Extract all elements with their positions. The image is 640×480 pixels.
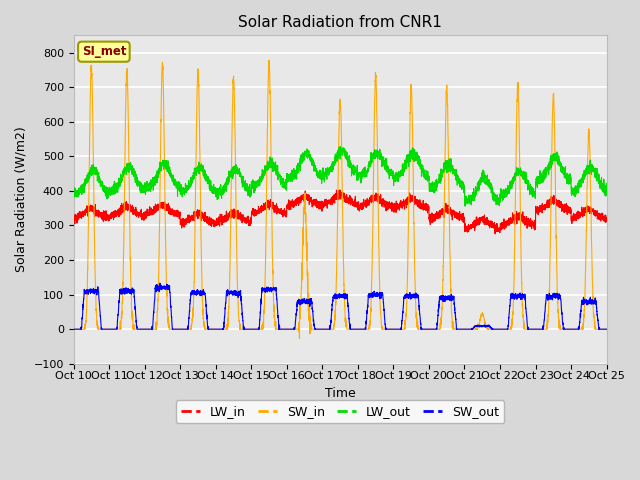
Text: SI_met: SI_met: [82, 45, 126, 58]
Y-axis label: Solar Radiation (W/m2): Solar Radiation (W/m2): [15, 127, 28, 273]
X-axis label: Time: Time: [324, 387, 355, 400]
Title: Solar Radiation from CNR1: Solar Radiation from CNR1: [238, 15, 442, 30]
Legend: LW_in, SW_in, LW_out, SW_out: LW_in, SW_in, LW_out, SW_out: [176, 400, 504, 423]
